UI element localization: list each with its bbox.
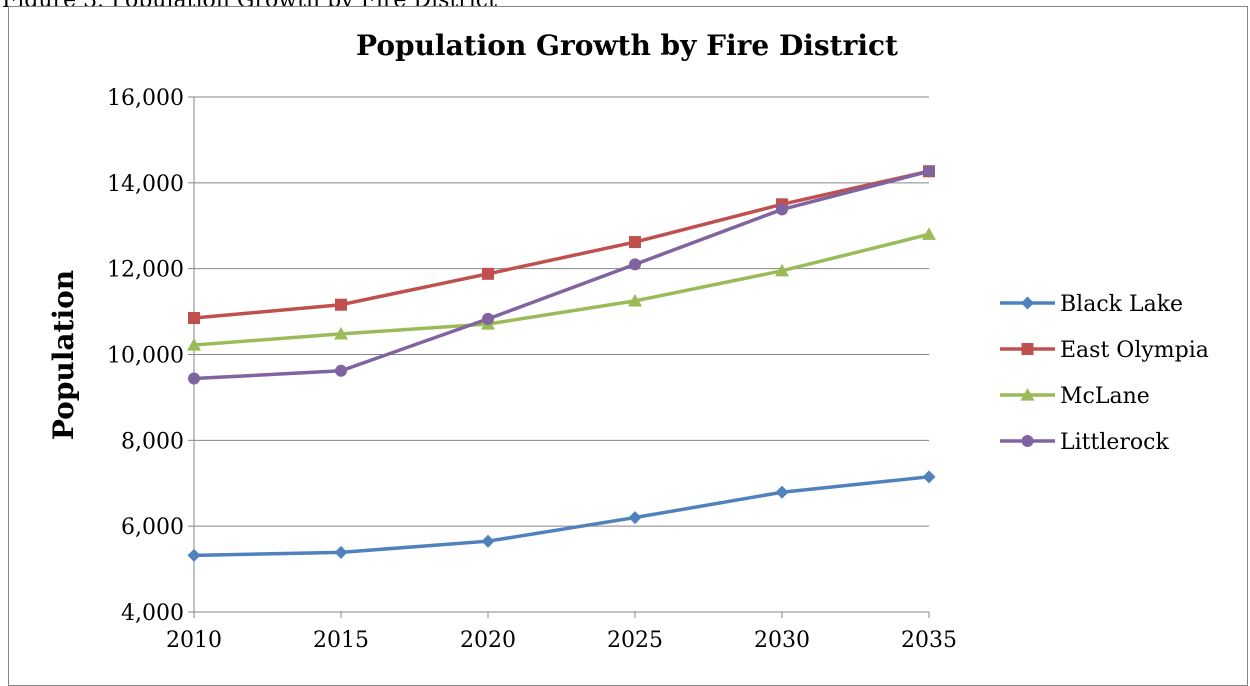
data-point-east-olympia <box>482 267 494 280</box>
series-black-lake <box>187 470 936 562</box>
y-tick-label: 4,000 <box>121 601 184 626</box>
series-east-olympia <box>188 165 935 325</box>
axes: 4,000 6,000 8,000 10,000 12,000 14,000 16,000 2… <box>107 86 957 653</box>
data-point-littlerock <box>776 203 788 216</box>
legend-entry-mclane: McLane <box>1000 384 1150 409</box>
legend-label: McLane <box>1060 384 1150 409</box>
y-tick-label: 14,000 <box>107 172 184 197</box>
x-tick-label: 2030 <box>754 628 810 653</box>
y-axis-label: Population <box>47 270 80 440</box>
y-tick-label: 12,000 <box>107 258 184 283</box>
data-point-black-lake <box>187 548 201 562</box>
legend-marker <box>1021 296 1034 310</box>
x-tick-label: 2010 <box>166 628 222 653</box>
x-tick-label: 2025 <box>607 628 663 653</box>
data-point-littlerock <box>188 372 200 385</box>
series-line-littlerock <box>193 169 930 381</box>
chart-frame <box>8 6 1248 686</box>
series-line-east-olympia <box>193 169 930 320</box>
y-tick-label: 16,000 <box>107 86 184 111</box>
x-tick-label: 2020 <box>460 628 516 653</box>
chart-title: Population Growth by Fire District <box>356 29 898 62</box>
data-point-east-olympia <box>188 312 200 325</box>
data-point-mclane <box>187 338 201 351</box>
data-point-black-lake <box>628 511 642 525</box>
legend-marker <box>1021 343 1034 355</box>
data-point-littlerock <box>482 312 494 325</box>
data-point-black-lake <box>922 470 936 484</box>
legend-label: Black Lake <box>1060 292 1183 317</box>
series-line-mclane <box>193 232 930 347</box>
data-point-black-lake <box>775 485 789 499</box>
data-point-littlerock <box>923 165 935 178</box>
legend-marker <box>1020 388 1035 401</box>
legend-label: East Olympia <box>1060 338 1209 363</box>
series-lines <box>187 165 936 562</box>
y-tick-label: 8,000 <box>121 429 184 454</box>
data-point-east-olympia <box>629 236 641 249</box>
data-point-mclane <box>334 326 348 340</box>
data-point-black-lake <box>334 545 348 559</box>
data-point-littlerock <box>629 258 641 271</box>
data-point-east-olympia <box>335 298 347 311</box>
data-point-mclane <box>922 227 936 240</box>
data-point-black-lake <box>481 534 495 548</box>
data-point-mclane <box>775 263 789 277</box>
legend-entry-littlerock: Littlerock <box>1000 430 1169 455</box>
y-tick-label: 10,000 <box>107 344 184 369</box>
legend-entry-black-lake: Black Lake <box>1000 292 1183 317</box>
series-mclane <box>187 227 936 351</box>
legend: Black Lake East Olympia McLane Littlerock <box>1000 292 1209 455</box>
legend-label: Littlerock <box>1060 430 1169 455</box>
x-tick-label: 2035 <box>901 628 957 653</box>
gridlines <box>194 96 929 613</box>
series-littlerock <box>188 165 935 385</box>
data-point-mclane <box>628 293 642 307</box>
data-point-littlerock <box>335 364 347 377</box>
x-tick-label: 2015 <box>313 628 369 653</box>
series-line-black-lake <box>193 475 930 558</box>
legend-marker <box>1021 435 1034 447</box>
legend-entry-east-olympia: East Olympia <box>1000 338 1209 363</box>
y-tick-label: 6,000 <box>121 515 184 540</box>
